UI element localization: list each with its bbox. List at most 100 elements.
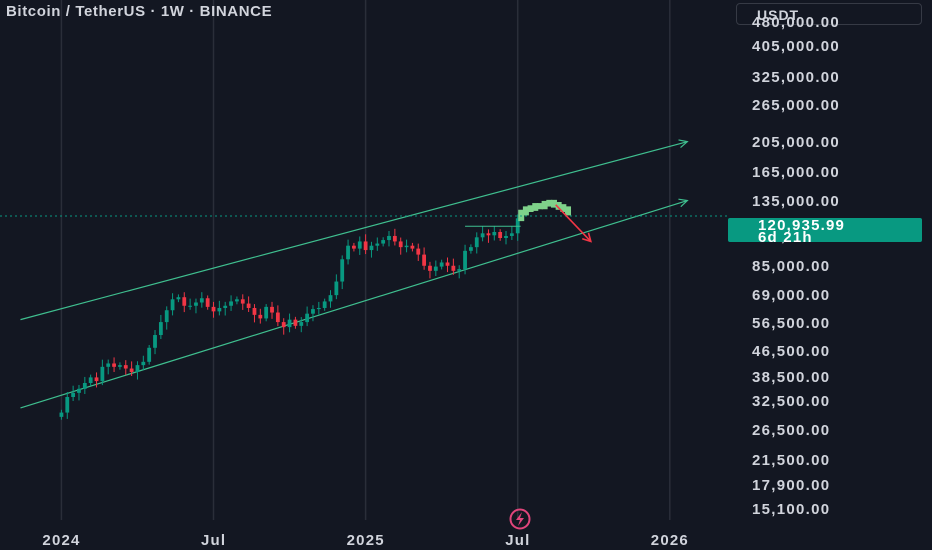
candle-body xyxy=(77,388,81,393)
candle-body xyxy=(176,297,181,300)
candle-body xyxy=(357,241,362,249)
last-price-value: 120,935.99 xyxy=(758,218,846,234)
time-tick-label: Jul xyxy=(201,532,227,549)
candle-body xyxy=(229,301,233,306)
candle-body xyxy=(316,307,321,310)
candle-body xyxy=(486,233,491,236)
projection-bar xyxy=(555,201,562,210)
price-tick-label: 135,000.00 xyxy=(752,192,841,210)
projection-bar xyxy=(560,204,567,213)
candle-body xyxy=(112,363,116,367)
candle-body xyxy=(305,313,310,323)
candle-body xyxy=(398,241,403,248)
price-tick-label: 205,000.00 xyxy=(752,133,841,151)
candle-body xyxy=(65,397,70,413)
price-tick-label: 325,000.00 xyxy=(752,68,841,86)
forecast-arrow xyxy=(555,204,592,242)
candle-body xyxy=(123,365,128,369)
candle-body xyxy=(392,235,397,242)
candle-body xyxy=(451,265,456,271)
bar-countdown: 6d 21h xyxy=(758,229,813,242)
candle-body xyxy=(328,295,333,302)
candle-body xyxy=(340,259,345,282)
candle-body xyxy=(153,335,157,348)
price-tick-label: 15,100.00 xyxy=(752,501,831,519)
time-tick-label: 2024 xyxy=(42,532,81,549)
candle-body xyxy=(147,347,152,362)
price-tick-label: 56,500.00 xyxy=(752,315,831,333)
candle-body xyxy=(141,361,146,366)
candle-body xyxy=(433,266,438,271)
candle-body xyxy=(322,301,327,308)
candle-body xyxy=(88,377,93,384)
candle-body xyxy=(258,314,263,319)
price-tick-label: 165,000.00 xyxy=(752,164,841,182)
candle-body xyxy=(94,377,99,382)
candle-body xyxy=(410,245,415,249)
candle-body xyxy=(287,319,292,328)
price-tick-label: 21,500.00 xyxy=(752,451,831,469)
candle-body xyxy=(439,262,444,267)
candle-body xyxy=(299,322,304,326)
projection-bar xyxy=(527,205,534,213)
grid-lines xyxy=(60,0,671,520)
candle-body xyxy=(445,262,450,266)
candle-body xyxy=(422,254,427,266)
price-tick-label: 480,000.00 xyxy=(752,13,841,31)
candle-body xyxy=(463,250,467,270)
candle-body xyxy=(504,235,508,238)
projection-bar xyxy=(565,206,572,216)
candle-body xyxy=(381,240,386,244)
channel-lines xyxy=(20,139,689,409)
candle-body xyxy=(275,312,280,323)
annotations xyxy=(0,204,728,243)
candle-body xyxy=(188,305,193,307)
currency-button[interactable]: USDT xyxy=(736,3,922,25)
candle-body xyxy=(106,363,111,367)
candle-body xyxy=(170,299,175,311)
candle-body xyxy=(498,231,503,238)
projection-bar xyxy=(532,203,539,211)
candle-body xyxy=(118,365,122,367)
candle-body xyxy=(363,241,368,251)
candle-body xyxy=(352,245,356,249)
candle-body xyxy=(211,306,216,312)
projection-bar xyxy=(546,199,553,207)
projection-path xyxy=(518,199,572,222)
time-tick-label: Jul xyxy=(505,532,531,549)
channel-line xyxy=(20,141,688,321)
candle-body xyxy=(135,365,140,373)
candle-body xyxy=(270,306,274,313)
candle-body xyxy=(164,310,169,323)
candle-body xyxy=(158,322,163,336)
candle-body xyxy=(346,245,350,260)
candle-body xyxy=(217,307,222,312)
price-tick-label: 46,500.00 xyxy=(752,342,831,360)
candle-body xyxy=(223,305,228,308)
candle-body xyxy=(469,247,473,251)
price-tick-label: 405,000.00 xyxy=(752,37,841,55)
candle-body xyxy=(311,309,315,314)
candle-body xyxy=(428,265,432,271)
price-tick-label: 17,900.00 xyxy=(752,477,831,495)
candlesticks xyxy=(59,214,520,420)
candle-body xyxy=(252,307,257,315)
channel-line xyxy=(20,199,688,409)
time-tick-label: 2025 xyxy=(346,532,385,549)
channel-arrowhead xyxy=(678,139,689,148)
projection-bar xyxy=(518,209,525,222)
price-tick-label: 85,000.00 xyxy=(752,257,831,275)
chart-title: Bitcoin / TetherUS · 1W · BINANCE xyxy=(6,3,273,20)
price-tick-label: 32,500.00 xyxy=(752,393,831,411)
tradingview-logo-icon[interactable] xyxy=(505,508,535,530)
candle-body xyxy=(492,231,497,236)
candle-body xyxy=(281,322,286,328)
price-tick-label: 69,000.00 xyxy=(752,287,831,305)
candle-body xyxy=(416,248,421,255)
price-tick-label: 38,500.00 xyxy=(752,369,831,387)
candle-body xyxy=(480,233,485,238)
projection-bar xyxy=(541,200,548,210)
candle-body xyxy=(264,306,269,319)
candle-body xyxy=(457,269,462,271)
